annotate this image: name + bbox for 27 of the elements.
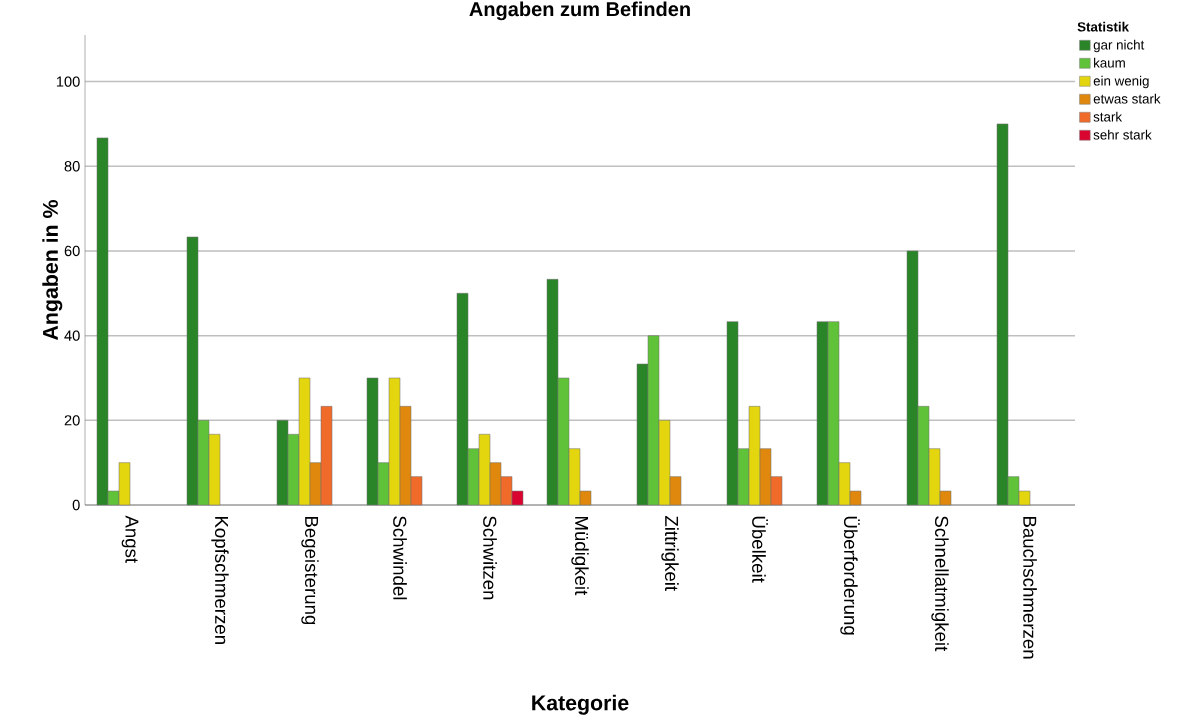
legend-label: sehr stark xyxy=(1093,129,1152,140)
legend-label: ein wenig xyxy=(1093,75,1149,89)
x-tick-label: Begeisterung xyxy=(301,516,319,625)
y-tick-label: 60 xyxy=(64,245,80,257)
y-tick-label: 40 xyxy=(64,330,80,341)
x-tick-label: Zittrigkeit xyxy=(661,515,679,591)
legend-label: kaum xyxy=(1094,57,1125,68)
legend-label: stark xyxy=(1093,111,1123,122)
x-tick-label: Bauchschmerzen xyxy=(1023,516,1037,659)
legend-label: etwas stark xyxy=(1093,93,1161,104)
x-tick-label: Überforderung xyxy=(840,516,860,635)
legend-label: gar nicht xyxy=(1093,39,1145,53)
legend-title: Statistik xyxy=(1077,21,1130,32)
x-tick-label: Kopfschmerzen xyxy=(211,516,229,644)
y-axis-title: Angaben in % xyxy=(42,200,63,340)
y-tick-label: 0 xyxy=(72,499,80,511)
x-tick-label: Übelkeit xyxy=(752,516,768,583)
y-tick-label: 20 xyxy=(64,415,80,426)
y-tick-label: 100 xyxy=(56,76,80,87)
x-axis-title: Kategorie xyxy=(532,694,629,715)
chart-title: Angaben zum Befinden xyxy=(469,1,690,21)
x-tick-label: Schwindel xyxy=(393,516,407,600)
x-tick-label: Schnellatmigkeit xyxy=(931,516,949,652)
y-tick-label: 80 xyxy=(64,161,80,172)
x-tick-label: Müdigkeit xyxy=(571,516,589,596)
x-tick-label: Angst xyxy=(121,515,139,563)
x-tick-label: Schwitzen xyxy=(483,516,497,600)
